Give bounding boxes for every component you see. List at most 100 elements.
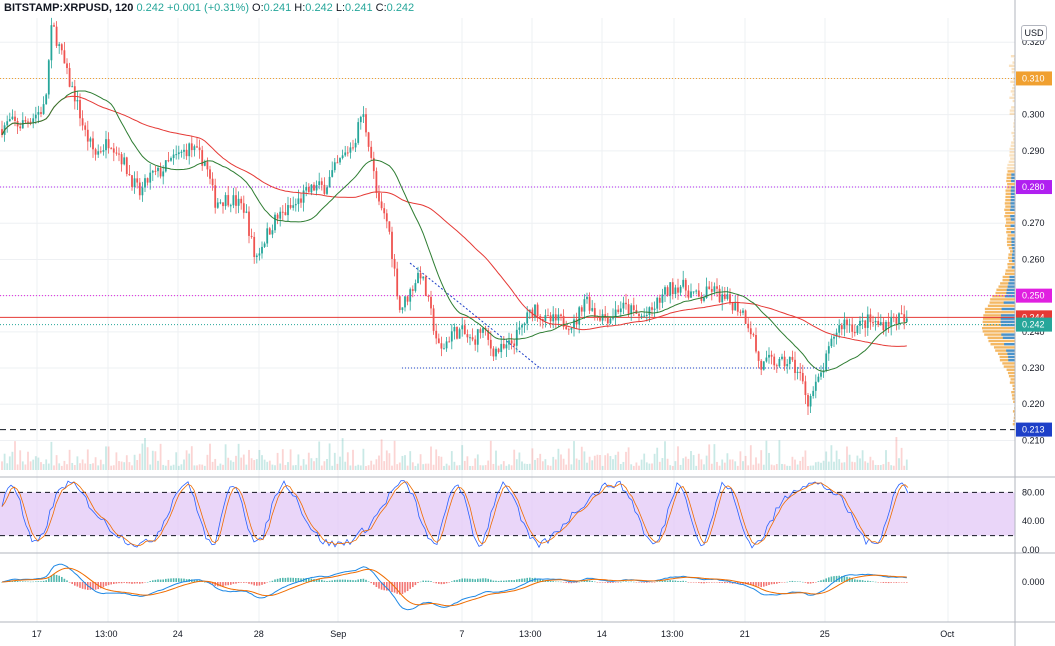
- macd-histogram-bar: [102, 582, 105, 588]
- macd-histogram-bar: [768, 582, 770, 586]
- candle-body: [167, 160, 170, 162]
- volume-bar: [612, 459, 614, 470]
- volume-bar: [671, 465, 674, 470]
- volume-bar: [125, 455, 128, 470]
- volume-bar: [19, 450, 22, 470]
- volume-bar: [63, 460, 66, 470]
- profile-bar: [1011, 106, 1015, 109]
- candle-body: [898, 313, 900, 324]
- volume-bar: [838, 459, 841, 470]
- macd-histogram-bar: [245, 582, 248, 583]
- macd-histogram-bar: [399, 582, 401, 595]
- profile-bar: [1011, 186, 1015, 189]
- macd-histogram-bar: [856, 579, 859, 582]
- candle-body: [671, 282, 674, 295]
- volume-bar: [385, 450, 388, 470]
- volume-bar: [900, 447, 903, 470]
- candle-body: [770, 354, 773, 357]
- candle-body: [830, 338, 833, 347]
- candle-body: [799, 371, 802, 374]
- candle-body: [320, 181, 323, 185]
- candle-body: [302, 190, 305, 203]
- volume-bar: [833, 461, 835, 470]
- volume-bar: [411, 462, 414, 470]
- candle-body: [450, 331, 453, 342]
- macd-histogram-bar: [484, 578, 487, 582]
- profile-bar: [990, 343, 1015, 346]
- candle-body: [443, 348, 445, 350]
- volume-bar: [843, 462, 846, 470]
- candle-body: [172, 154, 175, 159]
- candle-body: [76, 99, 79, 102]
- horizontal-levels: [0, 77, 1015, 431]
- macd-histogram-bar: [526, 577, 528, 582]
- profile-bar: [1013, 58, 1015, 61]
- volume-bar: [422, 464, 425, 470]
- volume-bar: [326, 458, 328, 470]
- volume-bar: [820, 462, 822, 470]
- price-tick-label: 0.260: [1022, 254, 1045, 264]
- candle-body: [539, 316, 542, 319]
- volume-bar: [588, 456, 591, 470]
- price-tick-label: 0.270: [1022, 218, 1045, 228]
- volume-bar: [222, 464, 224, 470]
- macd-histogram-bar: [781, 582, 783, 583]
- macd-histogram-bar: [604, 582, 606, 583]
- profile-bar: [997, 352, 1015, 355]
- macd-histogram-bar: [830, 576, 833, 582]
- candle-body: [838, 325, 841, 333]
- volume-bar: [762, 464, 765, 470]
- profile-bar: [984, 333, 1015, 336]
- profile-bar: [1011, 391, 1015, 394]
- volume-bar: [424, 463, 427, 470]
- profile-bar: [1006, 221, 1015, 224]
- volume-bar: [281, 449, 284, 470]
- volume-bar: [92, 463, 94, 470]
- candle-body: [632, 305, 635, 311]
- volume-bar: [344, 461, 347, 470]
- candle-body: [458, 329, 461, 339]
- volume-bar: [539, 453, 542, 470]
- macd-histogram-bar: [321, 579, 323, 582]
- macd-histogram-bar: [128, 582, 131, 584]
- volume-bar: [443, 465, 445, 470]
- candle-body: [68, 68, 71, 87]
- open-value: 0.241: [263, 2, 292, 14]
- candle-body: [877, 320, 880, 325]
- volume-bar: [656, 447, 659, 470]
- volume-bar: [372, 464, 375, 470]
- stoch-band: [0, 492, 1015, 536]
- profile-bar: [1013, 128, 1015, 131]
- candle-body: [380, 201, 383, 209]
- volume-bar: [526, 464, 529, 470]
- candle-body: [664, 287, 666, 295]
- volume-bar: [118, 461, 120, 470]
- volume-bar: [796, 464, 799, 470]
- candle-body: [211, 178, 214, 186]
- profile-bar: [1006, 231, 1015, 234]
- currency-button[interactable]: USD: [1021, 25, 1047, 41]
- volume-bar: [479, 465, 482, 470]
- macd-histogram-bar: [237, 582, 240, 583]
- volume-bar: [157, 460, 159, 470]
- volume-bar: [393, 440, 396, 470]
- volume-bar: [6, 463, 9, 470]
- candle-body: [154, 170, 157, 172]
- macd-histogram-bar: [133, 582, 136, 584]
- macd-histogram-bar: [295, 578, 297, 582]
- volume-bar: [224, 444, 227, 470]
- volume-bar: [645, 462, 648, 470]
- volume-bar: [235, 455, 237, 470]
- macd-signal-line: [1, 567, 907, 607]
- macd-histogram-bar: [791, 580, 794, 582]
- candle-body: [409, 289, 412, 302]
- macd-histogram-bar: [661, 580, 664, 582]
- macd-histogram-bar: [326, 580, 328, 582]
- candle-body: [432, 308, 435, 331]
- macd-histogram-bar: [799, 581, 801, 583]
- profile-bar: [982, 330, 1015, 333]
- volume-bar: [99, 459, 102, 470]
- candle-body: [705, 286, 708, 298]
- candle-body: [398, 296, 401, 310]
